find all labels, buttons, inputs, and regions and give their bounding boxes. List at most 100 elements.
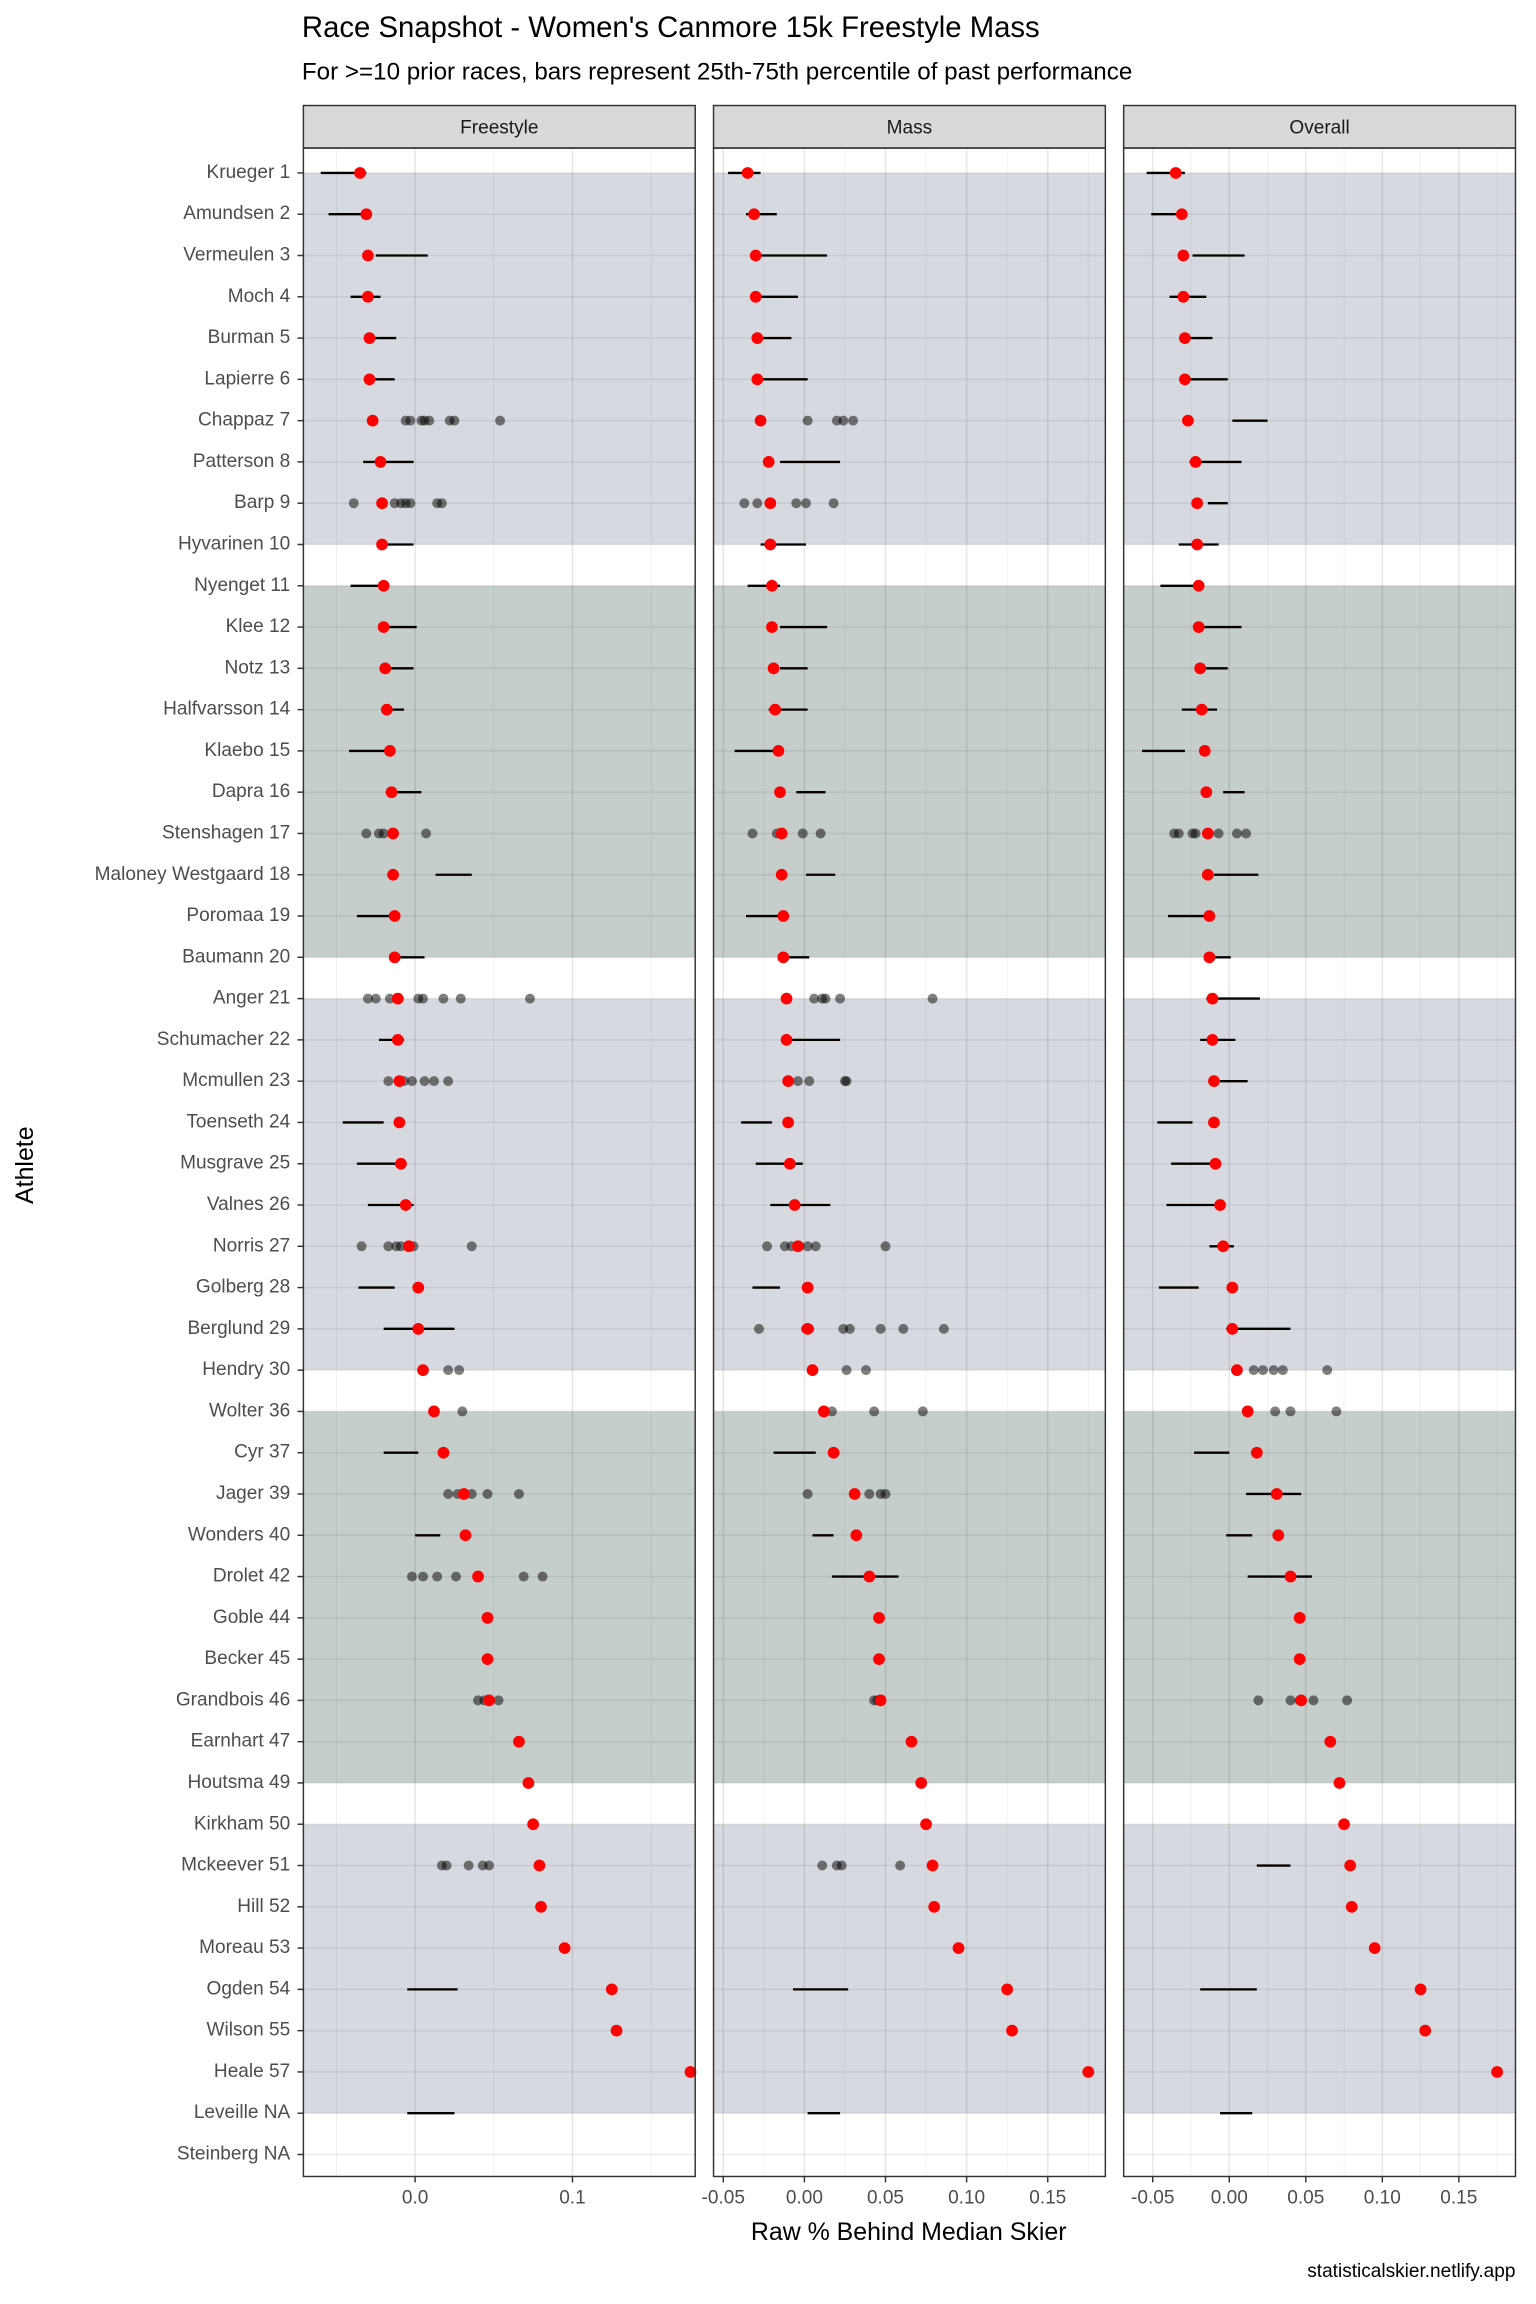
past-race-point [451,1571,462,1582]
race-result-dot [1006,2024,1018,2037]
race-result-dot [1284,1570,1297,1583]
facet-strip-label: Freestyle [460,117,538,138]
past-race-point [384,993,395,1004]
past-race-point [417,1571,428,1582]
race-result-dot [366,414,379,427]
race-result-dot [354,167,366,179]
x-tick-label: 0.00 [1211,2188,1248,2209]
group-band [303,172,696,545]
race-result-dot [1344,1859,1357,1872]
past-race-point [466,1241,477,1252]
y-tick-label: Krueger 1 [207,162,291,183]
past-race-point [791,498,802,509]
race-result-dot [1338,1818,1350,1831]
past-race-point [817,1860,828,1871]
past-race-point [828,498,839,509]
y-tick-label: Dapra 16 [212,781,290,802]
past-race-point [1253,1695,1264,1706]
facet-strip [712,104,1107,149]
past-race-point [432,1571,443,1582]
past-race-point [482,1489,493,1499]
race-result-dot [379,662,392,675]
x-tick-label: 0.00 [786,2188,823,2209]
race-result-dot [522,1777,535,1789]
race-result-dot [1491,2066,1503,2078]
race-result-dot [1414,1983,1427,1996]
race-result-dot [1179,373,1191,386]
past-race-point [841,1365,852,1376]
group-band [713,1411,1106,1783]
race-result-dot [926,1859,939,1872]
past-race-point [518,1571,529,1582]
race-result-dot [377,579,390,592]
past-race-point [826,1406,837,1417]
race-result-dot [1293,1611,1306,1624]
past-race-point [378,828,389,839]
race-result-dot [1293,1653,1306,1665]
past-race-point [383,1076,394,1087]
past-race-point [898,1323,909,1334]
race-result-dot [362,290,374,303]
past-race-point [495,415,506,426]
race-result-dot [827,1446,840,1459]
race-result-dot [1324,1735,1337,1748]
race-result-dot [1169,167,1182,179]
facet-strip-label: Overall [1289,117,1349,138]
race-result-dot [1208,1116,1220,1129]
race-result-dot [782,1116,795,1129]
past-race-point [797,828,808,839]
past-race-point [466,1489,477,1499]
race-result-dot [788,1199,801,1211]
y-tick-label: Nyenget 11 [194,575,290,596]
y-tick-label: Klee 12 [226,616,291,637]
race-result-dot [801,1322,814,1335]
race-result-dot [428,1405,440,1418]
past-race-point [429,1076,439,1087]
race-result-dot [1001,1983,1014,1996]
past-race-point [348,498,359,509]
race-result-dot [874,1694,887,1707]
race-result-dot [402,1240,415,1253]
past-race-point [1277,1365,1288,1376]
past-race-point [880,1241,891,1252]
y-tick-label: Wonders 40 [188,1524,290,1545]
race-result-dot [533,1859,546,1872]
race-result-dot [481,1611,494,1624]
race-result-dot [535,1900,547,1913]
race-result-dot [513,1735,525,1748]
y-tick-label: Halfvarsson 14 [163,699,290,720]
past-race-point [441,1860,452,1871]
past-race-point [1173,828,1184,839]
race-result-dot [792,1240,804,1253]
race-result-dot [777,910,790,922]
x-tick-label: 0.05 [867,2188,904,2209]
facet-panel: -0.05 0.00 0.05 0.10 0.15 Overall [1122,104,1517,2209]
race-result-dot [952,1942,965,1954]
past-race-point [457,1406,468,1417]
race-result-dot [873,1653,885,1665]
past-race-point [938,1323,949,1334]
y-tick-label: Schumacher 22 [157,1029,290,1050]
race-result-dot [850,1529,863,1542]
race-result-dot [751,332,764,344]
race-result-dot [527,1818,539,1831]
y-tick-label: Grandbois 46 [176,1689,290,1710]
chart-subtitle: For >=10 prior races, bars represent 25t… [302,59,1132,86]
group-band [713,998,1106,1371]
race-result-dot [374,456,387,468]
past-race-point [869,1406,880,1417]
race-result-dot [1200,786,1213,799]
race-result-dot [412,1322,425,1335]
race-result-dot [1345,1900,1358,1913]
race-result-dot [387,868,399,881]
race-result-dot [1333,1777,1346,1789]
past-race-point [537,1571,548,1582]
race-result-dot [863,1570,876,1583]
race-result-dot [777,951,790,964]
race-result-dot [905,1735,918,1748]
race-result-dot [458,1488,470,1500]
past-race-point [455,993,466,1004]
past-race-point [1285,1695,1296,1706]
y-tick-label: Burman 5 [208,327,291,348]
